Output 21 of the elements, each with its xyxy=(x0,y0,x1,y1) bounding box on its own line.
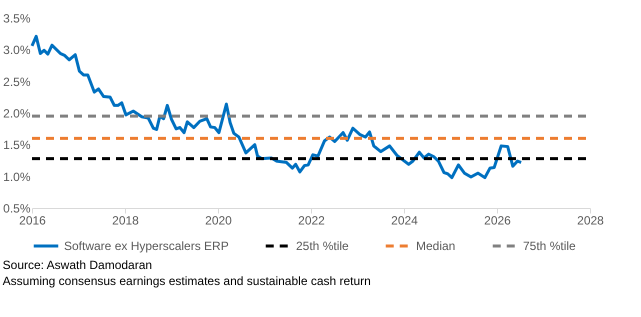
y-tick-label: 2.0% xyxy=(3,106,31,120)
x-tick-label: 2028 xyxy=(577,214,604,228)
y-tick-label: 2.5% xyxy=(3,74,31,89)
y-tick-label: 1.0% xyxy=(3,170,31,184)
x-tick-label: 2022 xyxy=(298,214,326,228)
source-note: Source: Aswath Damodaran xyxy=(2,258,152,272)
legend-label: Software ex Hyperscalers ERP xyxy=(64,239,229,253)
y-tick-label: 3.5% xyxy=(3,12,31,26)
x-tick-label: 2024 xyxy=(391,214,418,228)
legend-label: 75th %tile xyxy=(523,239,576,253)
text: Assuming consensus earnings estimates and sustainable cash return xyxy=(2,274,371,288)
x-tick-label: 2026 xyxy=(484,214,512,228)
legend-label: Median xyxy=(416,239,456,253)
y-tick-label: 3.0% xyxy=(3,43,31,58)
y-tick-label: 0.5% xyxy=(3,202,31,216)
line-series xyxy=(30,34,523,180)
x-tick-label: 2016 xyxy=(19,214,46,228)
x-tick-label: 2018 xyxy=(112,214,140,228)
x-tick-label: 2020 xyxy=(205,214,232,228)
y-tick-label: 1.5% xyxy=(3,138,31,152)
legend-label: 25th %tile xyxy=(296,239,350,253)
